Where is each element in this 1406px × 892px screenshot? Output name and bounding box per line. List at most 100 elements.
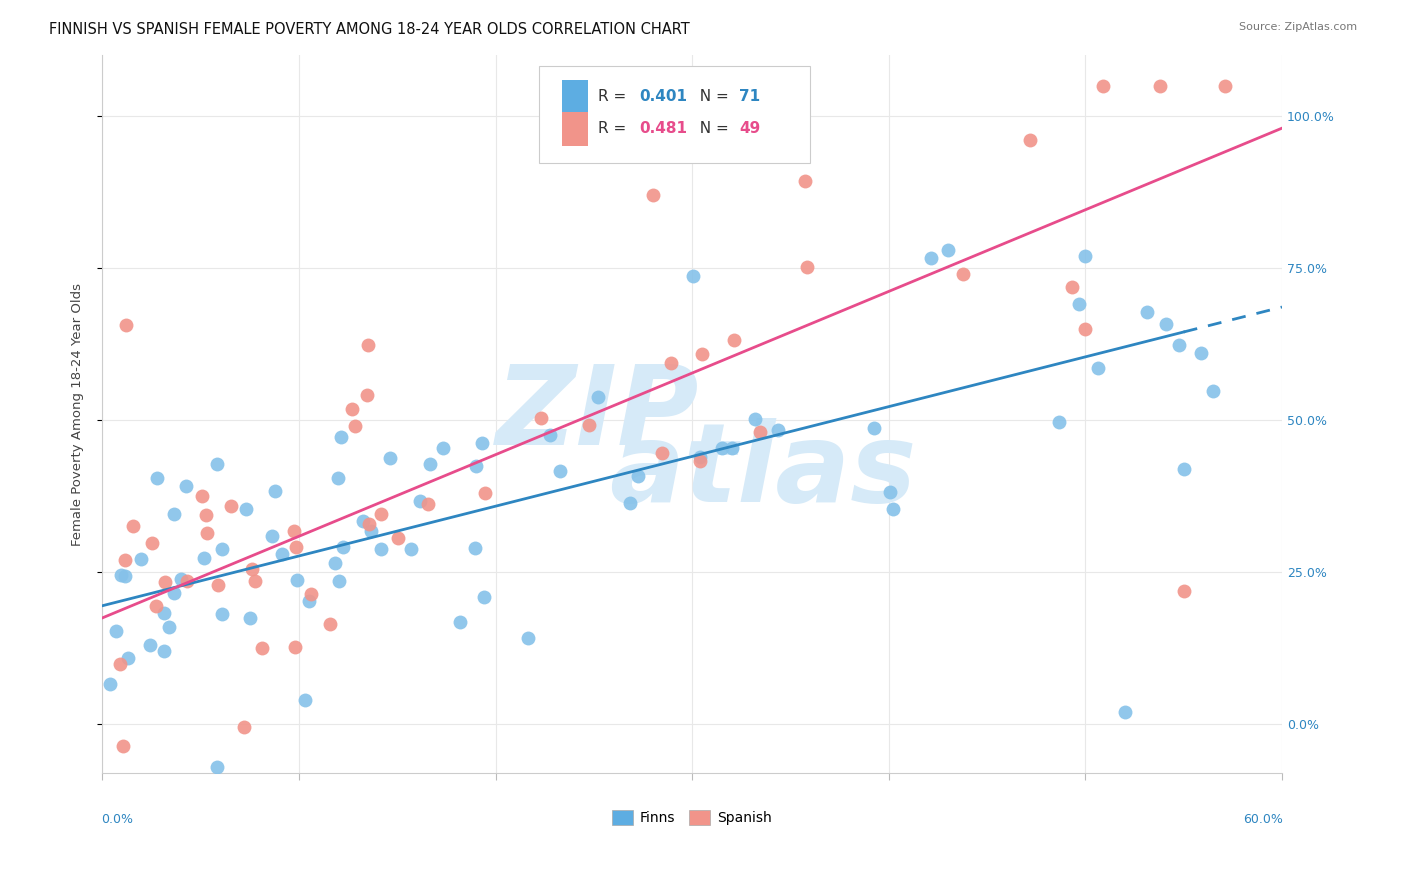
- Legend: Finns, Spanish: Finns, Spanish: [607, 805, 778, 830]
- Point: [176, 574, 198, 588]
- Point: [744, 411, 766, 425]
- Point: [449, 615, 471, 629]
- Point: [1154, 317, 1177, 331]
- Point: [689, 450, 711, 464]
- Point: [318, 617, 340, 632]
- Point: [356, 388, 378, 402]
- Point: [170, 572, 193, 586]
- Point: [207, 578, 229, 592]
- Point: [205, 458, 228, 472]
- Point: [370, 508, 392, 522]
- Point: [1173, 583, 1195, 598]
- Point: [190, 489, 212, 503]
- Point: [651, 446, 673, 460]
- Point: [748, 425, 770, 440]
- Point: [108, 657, 131, 671]
- Point: [416, 497, 439, 511]
- Point: [299, 587, 322, 601]
- Point: [1173, 462, 1195, 476]
- Point: [721, 442, 744, 456]
- Point: [239, 611, 262, 625]
- Point: [659, 356, 682, 370]
- Point: [936, 243, 959, 257]
- Point: [517, 631, 540, 645]
- Point: [357, 516, 380, 531]
- Point: [270, 547, 292, 561]
- Point: [586, 390, 609, 404]
- Text: 49: 49: [740, 121, 761, 136]
- Point: [243, 574, 266, 588]
- Point: [211, 542, 233, 557]
- Point: [882, 501, 904, 516]
- Point: [294, 692, 316, 706]
- Text: R =: R =: [598, 89, 631, 104]
- Point: [432, 442, 454, 456]
- Point: [796, 260, 818, 274]
- Point: [146, 470, 169, 484]
- Point: [152, 606, 174, 620]
- Point: [332, 541, 354, 555]
- Point: [110, 568, 132, 582]
- Point: [1074, 249, 1097, 263]
- Point: [690, 347, 713, 361]
- Point: [879, 484, 901, 499]
- Point: [141, 536, 163, 550]
- FancyBboxPatch shape: [538, 66, 810, 163]
- Point: [298, 593, 321, 607]
- Point: [328, 574, 350, 588]
- Point: [1092, 78, 1115, 93]
- Point: [240, 562, 263, 576]
- Point: [152, 644, 174, 658]
- Point: [264, 484, 287, 499]
- Point: [129, 551, 152, 566]
- Point: [219, 500, 242, 514]
- Point: [326, 471, 349, 485]
- Point: [530, 411, 553, 425]
- Point: [114, 569, 136, 583]
- Text: atlas: atlas: [609, 418, 917, 525]
- Point: [689, 454, 711, 468]
- Text: Source: ZipAtlas.com: Source: ZipAtlas.com: [1239, 22, 1357, 32]
- Point: [115, 318, 138, 332]
- Point: [1062, 279, 1084, 293]
- Point: [1069, 296, 1091, 310]
- Point: [194, 508, 217, 522]
- Point: [711, 442, 734, 456]
- Point: [163, 507, 186, 521]
- Point: [471, 435, 494, 450]
- Point: [952, 267, 974, 281]
- Point: [340, 401, 363, 416]
- Point: [1114, 705, 1136, 719]
- Point: [344, 419, 367, 434]
- Point: [370, 541, 392, 556]
- Point: [793, 174, 815, 188]
- Text: FINNISH VS SPANISH FEMALE POVERTY AMONG 18-24 YEAR OLDS CORRELATION CHART: FINNISH VS SPANISH FEMALE POVERTY AMONG …: [49, 22, 690, 37]
- Text: 60.0%: 60.0%: [1243, 813, 1284, 826]
- Point: [330, 430, 353, 444]
- Point: [283, 524, 305, 539]
- Point: [723, 333, 745, 347]
- Point: [1189, 345, 1212, 359]
- Point: [472, 590, 495, 604]
- Point: [1202, 384, 1225, 398]
- Point: [387, 531, 409, 545]
- Point: [641, 188, 664, 202]
- Point: [285, 574, 308, 588]
- Point: [399, 542, 422, 557]
- Point: [465, 459, 488, 474]
- Point: [122, 519, 145, 533]
- Point: [1149, 78, 1171, 93]
- Point: [193, 551, 215, 566]
- Point: [111, 739, 134, 754]
- Point: [419, 457, 441, 471]
- Point: [627, 468, 650, 483]
- Point: [323, 556, 346, 570]
- FancyBboxPatch shape: [562, 112, 588, 146]
- Point: [548, 464, 571, 478]
- Point: [538, 427, 561, 442]
- Point: [352, 514, 374, 528]
- Text: 0.481: 0.481: [640, 121, 688, 136]
- Point: [920, 252, 942, 266]
- Point: [262, 529, 284, 543]
- Point: [163, 586, 186, 600]
